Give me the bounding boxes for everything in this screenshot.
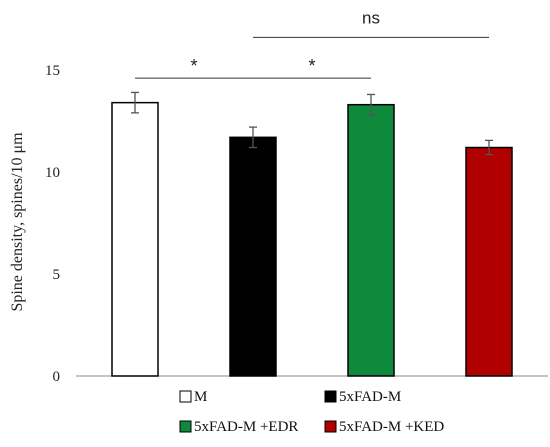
legend-label: M [194, 389, 207, 405]
legend-label: 5xFAD-M +EDR [194, 419, 298, 435]
bars [111, 91, 513, 377]
legend-item: 5xFAD-M +KED [324, 419, 444, 435]
error-bar [131, 91, 139, 114]
error-bar [485, 139, 493, 156]
legend-swatch [179, 390, 192, 403]
error-bar [367, 93, 375, 116]
y-tick-label: 15 [45, 63, 60, 79]
legend-item: 5xFAD-M [324, 389, 401, 405]
error-bar [249, 126, 257, 149]
significance-label: * [190, 56, 197, 76]
bar [347, 103, 395, 377]
legend-swatch [179, 420, 192, 433]
bar [229, 136, 277, 377]
bar [465, 146, 513, 377]
y-tick-label: 0 [53, 369, 61, 385]
legend-swatch [324, 390, 337, 403]
bar [111, 101, 159, 377]
legend-label: 5xFAD-M [339, 389, 401, 405]
legend-label: 5xFAD-M +KED [339, 419, 444, 435]
y-tick-label: 10 [45, 165, 60, 181]
significance-brackets: * * ns [135, 8, 489, 79]
y-axis: 0 5 10 15 [45, 63, 60, 385]
legend: M 5xFAD-M 5xFAD-M +EDR 5xFAD-M +KED [179, 389, 444, 435]
legend-item: 5xFAD-M +EDR [179, 419, 298, 435]
significance-label: ns [362, 8, 380, 27]
significance-label: * [308, 56, 315, 76]
legend-swatch [324, 420, 337, 433]
y-axis-label: Spine density, spines/10 μm [9, 132, 26, 312]
legend-item: M [179, 389, 207, 405]
y-tick-label: 5 [53, 267, 61, 283]
